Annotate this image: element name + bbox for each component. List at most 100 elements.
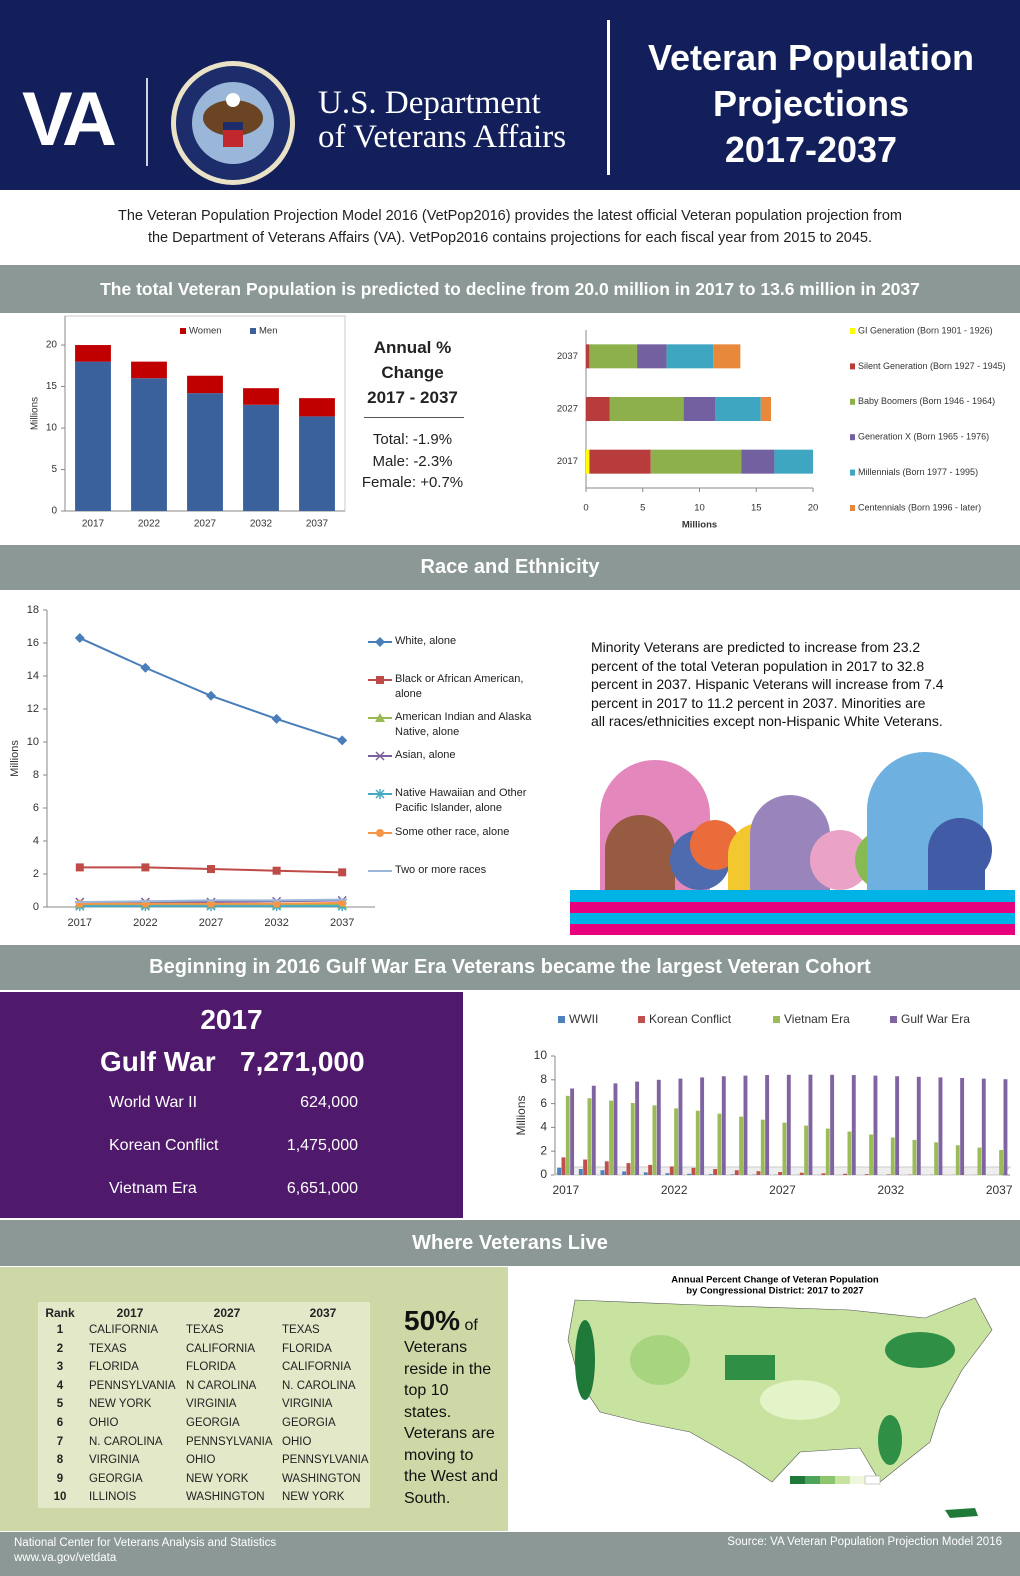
x-tick-label: 0: [583, 503, 588, 514]
y-tick-label: 2017: [557, 456, 578, 467]
footer-left: National Center for Veterans Analysis an…: [14, 1536, 276, 1566]
bar: [934, 1142, 939, 1175]
marker: [338, 898, 347, 907]
table-cell: OHIO: [89, 1417, 119, 1429]
bar: [557, 1167, 562, 1175]
department-line: of Veterans Affairs: [318, 119, 567, 155]
legend-swatch: [850, 469, 855, 476]
bar: [977, 1147, 982, 1175]
bar-segment: [589, 449, 651, 474]
bar-segment: [683, 397, 716, 421]
bar-segment: [131, 361, 167, 379]
legend-label: Black or African American, alone: [395, 673, 524, 700]
stripes: [570, 890, 1015, 935]
y-tick-label: 18: [27, 604, 39, 616]
bar: [583, 1159, 588, 1175]
y-tick-label: 2027: [557, 404, 578, 415]
legend-marker: [375, 789, 385, 799]
x-tick-label: 2017: [552, 1183, 579, 1197]
x-tick-label: 5: [640, 503, 645, 514]
legend-label: White, alone: [395, 635, 457, 647]
legend-label: GI Generation (Born 1901 - 1926): [858, 325, 993, 335]
table-cell: PENNSYLVANIA: [282, 1454, 369, 1467]
x-tick-label: 2027: [769, 1183, 796, 1197]
bar-segment: [299, 416, 335, 511]
bar: [561, 1157, 566, 1175]
bar: [626, 1163, 631, 1175]
annual-lines: Total: -1.9% Male: -2.3% Female: +0.7%: [355, 429, 470, 494]
cohort-value: 1,475,000: [286, 1137, 358, 1154]
bar: [739, 1116, 744, 1175]
bar-segment: [666, 344, 714, 369]
cohort-name: Korean Conflict: [109, 1137, 219, 1154]
y-tick-label: 10: [27, 736, 39, 748]
y-tick-label: 5: [51, 464, 57, 475]
bar: [674, 1108, 679, 1175]
x-tick-label: 2022: [661, 1183, 688, 1197]
rank-cell: 10: [53, 1491, 67, 1504]
rank-cell: 2: [56, 1342, 64, 1355]
table-cell: VIRGINIA: [282, 1398, 333, 1411]
department: U.S. Department of Veterans Affairs: [318, 86, 566, 154]
cohort-lead-name: Gulf War: [100, 1046, 216, 1077]
bar: [648, 1164, 653, 1175]
bar: [708, 1174, 713, 1175]
table-header: 2017: [116, 1306, 144, 1320]
x-tick-label: 2017: [82, 519, 105, 530]
x-tick-label: 2027: [194, 519, 217, 530]
bar: [786, 1074, 791, 1175]
y-tick-label: 0: [540, 1167, 547, 1181]
table-cell: WASHINGTON: [282, 1472, 361, 1485]
cohort-year: 2017: [200, 1004, 263, 1035]
bar: [895, 1076, 900, 1175]
states-table: [38, 1302, 370, 1508]
bar: [804, 1125, 809, 1175]
table-cell: GEORGIA: [89, 1472, 143, 1485]
map-title: Annual Percent Change of Veteran Populat…: [671, 1275, 879, 1286]
legend-label: Korean Conflict: [649, 1012, 732, 1026]
bar: [713, 1169, 718, 1175]
states-note: 50% of: [404, 1305, 478, 1337]
bar-segment: [589, 344, 638, 369]
legend-swatch: [773, 1016, 780, 1023]
bar: [652, 1105, 657, 1175]
annual-line: Female: +0.7%: [361, 474, 464, 491]
bar: [955, 1145, 960, 1175]
bar: [622, 1171, 627, 1175]
x-tick-label: 2022: [138, 519, 161, 530]
legend-label: WWII: [569, 1012, 598, 1026]
marker: [207, 865, 215, 874]
table-cell: TEXAS: [89, 1342, 127, 1355]
annual-title: Annual % Change 2017 - 2037: [355, 335, 470, 410]
cohort-name: Vietnam Era: [109, 1180, 197, 1197]
bar-segment: [609, 397, 684, 421]
bar-segment: [715, 397, 761, 421]
rank-cell: 4: [56, 1379, 64, 1392]
table-cell: N CAROLINA: [186, 1379, 257, 1392]
legend-marker: [375, 713, 385, 722]
title-line: Veteran Population: [647, 37, 975, 78]
page-title: Veteran Population Projections 2017-2037: [612, 35, 1010, 173]
marker: [141, 863, 150, 872]
legend-label: Native Hawaiian and Other Pacific Island…: [395, 787, 527, 814]
bar: [678, 1078, 683, 1175]
legend-label: Women: [189, 326, 222, 337]
logo: VA: [22, 77, 117, 162]
text-line: all races/ethnicities except non-Hispani…: [591, 713, 943, 729]
annual-line: Male: -2.3%: [372, 452, 453, 470]
table-cell: FLORIDA: [186, 1361, 236, 1374]
table-cell: CALIFORNIA: [89, 1324, 159, 1336]
bar: [591, 1085, 596, 1175]
bar: [960, 1078, 965, 1175]
bar-segment: [243, 388, 279, 405]
table-cell: TEXAS: [282, 1324, 320, 1336]
table-cell: OHIO: [186, 1454, 216, 1467]
bar: [938, 1077, 943, 1175]
rank-cell: 1: [56, 1324, 64, 1336]
table-cell: WASHINGTON: [186, 1491, 265, 1504]
marker: [140, 662, 151, 673]
intro: The Veteran Population Projection Model …: [0, 205, 1020, 249]
x-tick-label: 20: [808, 503, 819, 514]
rank-cell: 7: [56, 1435, 64, 1448]
table-cell: ILLINOIS: [89, 1491, 137, 1504]
